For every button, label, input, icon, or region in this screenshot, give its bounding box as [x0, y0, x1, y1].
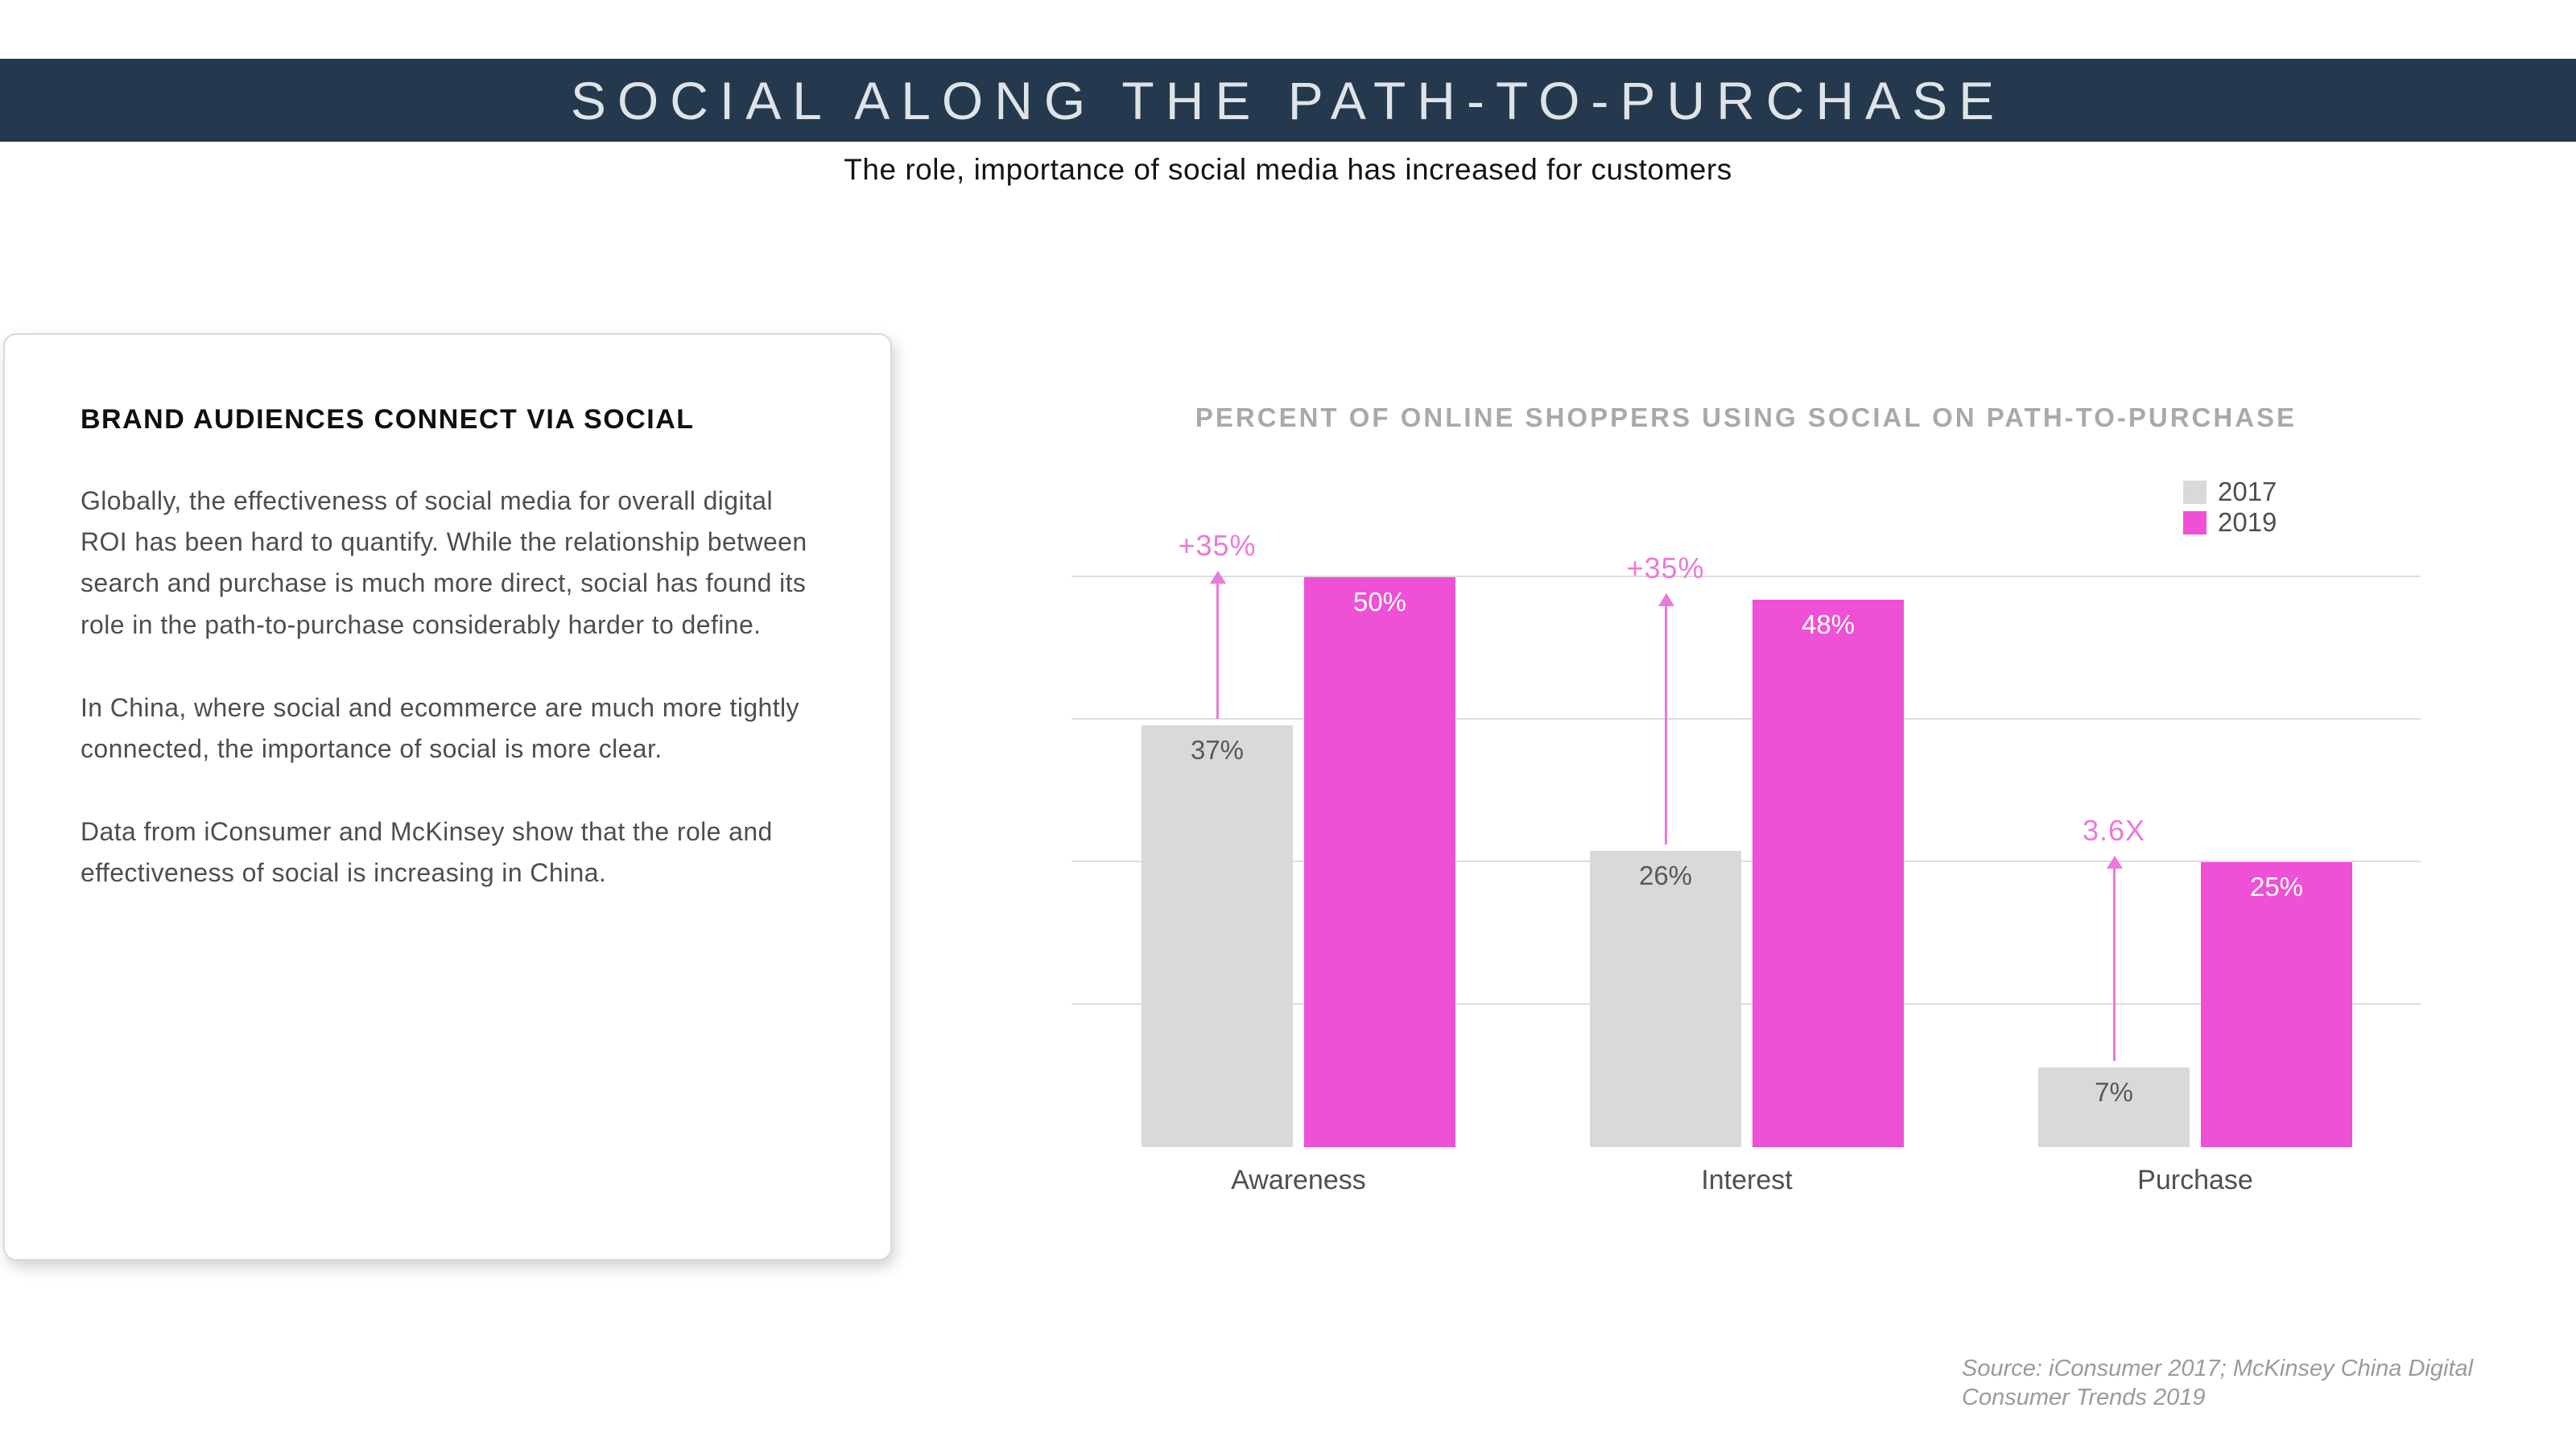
header-bar: SOCIAL ALONG THE PATH-TO-PURCHASE	[0, 59, 2576, 142]
chart-title: PERCENT OF ONLINE SHOPPERS USING SOCIAL …	[1195, 402, 2297, 432]
source-line-2: Consumer Trends 2019	[1962, 1385, 2206, 1411]
bar-value-label: 7%	[2095, 1076, 2133, 1107]
growth-arrow-purchase	[2106, 856, 2123, 1061]
category-label-purchase: Purchase	[2137, 1165, 2253, 1195]
panel-paragraph-3: Data from iConsumer and McKinsey show th…	[80, 817, 773, 888]
growth-arrow-interest	[1657, 593, 1674, 844]
slide-subtitle: The role, importance of social media has…	[844, 153, 1732, 186]
legend-item-2019: 2019	[2183, 507, 2277, 538]
category-label-interest: Interest	[1701, 1165, 1793, 1195]
growth-label-awareness: +35%	[1178, 529, 1257, 562]
legend-label-2017: 2017	[2218, 477, 2277, 506]
gridline	[1071, 861, 2421, 862]
bar-2019-purchase: 25%	[2201, 862, 2352, 1147]
legend-item-2017: 2017	[2183, 477, 2277, 507]
panel-paragraph-1: Globally, the effectiveness of social me…	[80, 486, 807, 639]
slide-title: SOCIAL ALONG THE PATH-TO-PURCHASE	[570, 70, 2006, 130]
arrow-up-icon	[1657, 593, 1674, 607]
arrow-up-icon	[2106, 856, 2123, 869]
arrow-up-icon	[1209, 571, 1226, 584]
panel-heading: BRAND AUDIENCES CONNECT VIA SOCIAL	[80, 404, 695, 435]
growth-label-purchase: 3.6X	[2082, 814, 2146, 847]
chart-plot: 37% 50% Awareness +35% 26% 48% Interest +35% 7% 2…	[1071, 503, 2421, 1195]
panel-paragraph-2: In China, where social and ecommerce are…	[80, 692, 799, 763]
bar-value-label: 48%	[1801, 609, 1856, 640]
category-label-awareness: Awareness	[1231, 1165, 1366, 1195]
bar-value-label: 37%	[1190, 735, 1245, 766]
chart-legend: 2017 2019	[2183, 477, 2277, 538]
gridline	[1071, 718, 2421, 720]
growth-arrow-awareness	[1209, 571, 1226, 720]
bar-2017-purchase: 7%	[2038, 1067, 2190, 1147]
gridline	[1071, 1003, 2421, 1005]
text-panel: BRAND AUDIENCES CONNECT VIA SOCIAL Globa…	[3, 333, 892, 1261]
source-line-1: Source: iConsumer 2017; McKinsey China D…	[1962, 1356, 2474, 1381]
gridline	[1071, 576, 2421, 577]
bar-value-label: 26%	[1638, 860, 1693, 890]
bar-value-label: 50%	[1352, 587, 1407, 617]
bar-2017-interest: 26%	[1590, 850, 1741, 1147]
bar-value-label: 25%	[2249, 872, 2304, 902]
bar-2019-interest: 48%	[1752, 600, 1904, 1147]
source-note: Source: iConsumer 2017; McKinsey China D…	[1962, 1354, 2473, 1413]
legend-swatch-2017	[2183, 480, 2207, 504]
bar-2019-awareness: 50%	[1304, 577, 1455, 1147]
growth-label-interest: +35%	[1626, 551, 1705, 585]
bar-2017-awareness: 37%	[1141, 725, 1293, 1147]
legend-label-2019: 2019	[2218, 507, 2277, 537]
legend-swatch-2019	[2183, 510, 2207, 535]
